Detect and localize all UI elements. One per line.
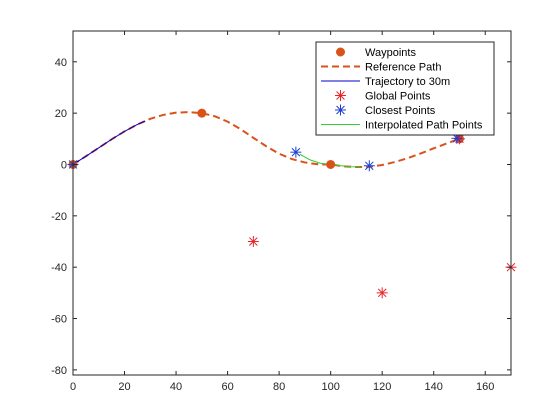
legend-entry-waypoints: Waypoints — [336, 47, 416, 59]
series-line-trajectory-to-30m — [73, 120, 146, 165]
global-points-point — [376, 287, 388, 299]
x-tick-label: 40 — [170, 381, 182, 393]
legend-label: Global Points — [365, 91, 431, 103]
legend-swatch — [336, 47, 345, 57]
legend-box — [315, 41, 495, 136]
legend-swatch — [335, 104, 346, 116]
y-tick-label: 0 — [61, 159, 67, 171]
legend-swatch — [335, 90, 346, 101]
closest-points-point — [363, 160, 375, 172]
closest-points-point — [451, 132, 463, 144]
x-tick-label: 120 — [373, 381, 391, 393]
legend-entry-closest-points: Closest Points — [335, 104, 436, 117]
x-tick-label: 20 — [118, 381, 130, 393]
y-tick-label: -20 — [51, 211, 67, 223]
legend-entry-interpolated-path-points: Interpolated Path Points — [321, 120, 483, 132]
legend-label: Waypoints — [365, 47, 416, 59]
x-tick-label: 80 — [273, 381, 285, 393]
legend-label: Interpolated Path Points — [365, 120, 483, 132]
axes-box — [72, 30, 512, 376]
global-points-point — [247, 236, 259, 248]
x-tick-label: 100 — [321, 381, 339, 393]
y-tick-label: 20 — [55, 108, 67, 120]
series-line-reference-path — [73, 111, 460, 169]
x-tick-label: 60 — [221, 381, 233, 393]
x-tick-label: 160 — [476, 381, 494, 393]
legend-entry-global-points: Global Points — [335, 90, 431, 103]
y-tick-label: -40 — [51, 262, 67, 274]
y-tick-label: 40 — [55, 57, 67, 69]
legend-label: Closest Points — [365, 105, 436, 117]
y-tick-label: -60 — [51, 314, 67, 326]
x-tick-label: 0 — [70, 381, 76, 393]
y-tick-label: -80 — [51, 365, 67, 377]
legend-entry-trajectory-to-30m: Trajectory to 30m — [321, 76, 450, 88]
legend-entry-reference-path: Reference Path — [321, 62, 441, 74]
legend-label: Reference Path — [365, 62, 441, 74]
closest-points-point — [290, 146, 302, 158]
waypoints-point — [326, 159, 336, 169]
legend: Waypoints Reference Path Trajectory to 30m… — [315, 41, 495, 136]
legend-label: Trajectory to 30m — [365, 76, 450, 88]
waypoints-point — [197, 108, 207, 118]
axes-layer: 0 20 40 60 80 100 120 140 160 -80 -60 -40 -20 0 20 40 — [51, 30, 512, 393]
x-tick-label: 140 — [425, 381, 443, 393]
